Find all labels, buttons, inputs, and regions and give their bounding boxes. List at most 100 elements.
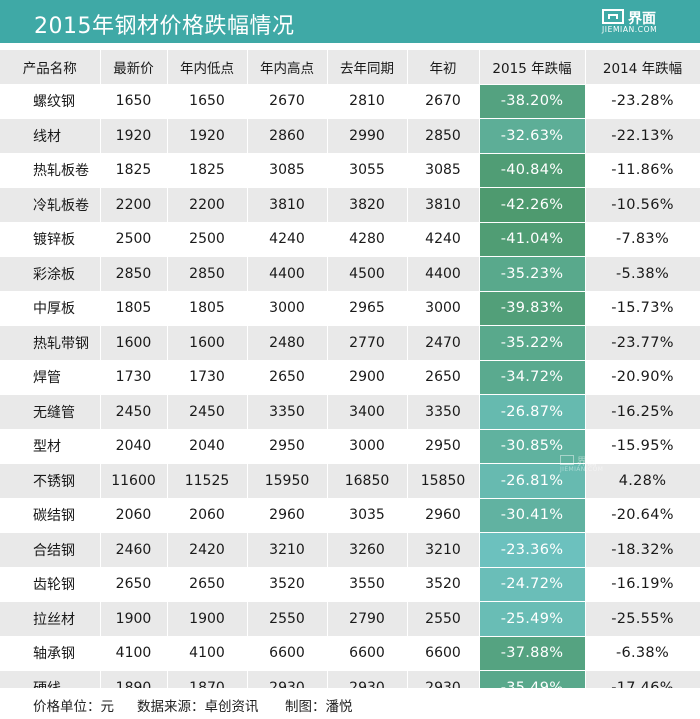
cell-year-start: 15850 [407,463,480,499]
cell-name: 无缝管 [0,394,101,430]
table-row: 无缝管 2450 2450 3350 3400 3350 -26.87% -16.25% [0,394,700,430]
cell-drop-2015: -37.88% [479,636,586,671]
cell-last-year: 2990 [327,118,408,154]
cell-year-start: 4240 [407,222,480,257]
cell-latest: 2040 [100,429,168,464]
cell-high: 2960 [247,498,328,533]
cell-year-start: 2670 [407,84,480,119]
cell-name: 齿轮钢 [0,567,101,602]
table-row: 轴承钢 4100 4100 6600 6600 6600 -37.88% -6.38% [0,636,700,671]
table-row: 拉丝材 1900 1900 2550 2790 2550 -25.49% -25.55% [0,601,700,637]
cell-last-year: 4500 [327,256,408,292]
cell-drop-2015: -26.87% [479,394,586,430]
cell-drop-2015: -41.04% [479,222,586,257]
cell-drop-2015: -32.63% [479,118,586,154]
cell-high: 6600 [247,636,328,671]
cell-low: 2850 [167,256,248,292]
cell-drop-2014: -18.32% [585,532,700,568]
cell-drop-2015: -35.23% [479,256,586,292]
cell-last-year: 3035 [327,498,408,533]
table-row: 镀锌板 2500 2500 4240 4280 4240 -41.04% -7.83% [0,222,700,257]
cell-last-year: 2900 [327,360,408,395]
table-header-row: 产品名称 最新价 年内低点 年内高点 去年同期 年初 2015 年跌幅 2014 年跌幅 [0,50,700,85]
cell-drop-2015: -25.49% [479,601,586,637]
cell-low: 1900 [167,601,248,637]
cell-latest: 1730 [100,360,168,395]
cell-year-start: 2950 [407,429,480,464]
cell-low: 2450 [167,394,248,430]
cell-latest: 1825 [100,153,168,188]
cell-last-year: 2810 [327,84,408,119]
column-header: 产品名称 [0,50,101,85]
cell-year-start: 2650 [407,360,480,395]
cell-drop-2014: -20.64% [585,498,700,533]
cell-year-start: 3810 [407,187,480,223]
table-row: 热轧带钢 1600 1600 2480 2770 2470 -35.22% -23.77% [0,325,700,361]
cell-drop-2014: -15.73% [585,291,700,326]
cell-name: 镀锌板 [0,222,101,257]
cell-drop-2014: 4.28% [585,463,700,499]
cell-year-start: 3210 [407,532,480,568]
cell-high: 2480 [247,325,328,361]
table-row: 热轧板卷 1825 1825 3085 3055 3085 -40.84% -11.86% [0,153,700,188]
cell-drop-2014: -5.38% [585,256,700,292]
cell-high: 4400 [247,256,328,292]
table-row: 螺纹钢 1650 1650 2670 2810 2670 -38.20% -23.28% [0,84,700,119]
column-header: 2015 年跌幅 [479,50,586,85]
cell-drop-2014: -16.25% [585,394,700,430]
cell-name: 中厚板 [0,291,101,326]
cell-low: 2200 [167,187,248,223]
cell-year-start: 6600 [407,636,480,671]
footer-author: 制图：潘悦 [285,699,353,715]
cell-drop-2015: -34.72% [479,360,586,395]
column-header: 年初 [407,50,480,85]
cell-name: 线材 [0,118,101,154]
table-row: 焊管 1730 1730 2650 2900 2650 -34.72% -20.90% [0,360,700,395]
logo-text: 界面 [628,11,656,27]
cell-latest: 2850 [100,256,168,292]
cell-drop-2014: -25.55% [585,601,700,637]
cell-low: 1650 [167,84,248,119]
cell-low: 2060 [167,498,248,533]
jiemian-logo: 界面 JIEMIAN.COM [602,9,662,35]
cell-name: 螺纹钢 [0,84,101,119]
cell-drop-2015: -30.41% [479,498,586,533]
footer-unit: 价格单位：元 [33,699,114,715]
table-row: 中厚板 1805 1805 3000 2965 3000 -39.83% -15.73% [0,291,700,326]
footer-source: 数据来源：卓创资讯 [137,699,259,715]
cell-drop-2014: -15.95% [585,429,700,464]
steel-price-table: 产品名称 最新价 年内低点 年内高点 去年同期 年初 2015 年跌幅 2014 年跌幅 螺纹… [0,50,700,706]
cell-high: 4240 [247,222,328,257]
cell-latest: 1900 [100,601,168,637]
cell-year-start: 4400 [407,256,480,292]
column-header: 最新价 [100,50,168,85]
cell-low: 1825 [167,153,248,188]
cell-last-year: 2790 [327,601,408,637]
cell-drop-2015: -40.84% [479,153,586,188]
logo-mark-icon [602,9,624,24]
cell-latest: 2200 [100,187,168,223]
cell-name: 拉丝材 [0,601,101,637]
cell-low: 11525 [167,463,248,499]
cell-low: 1805 [167,291,248,326]
cell-drop-2015: -23.36% [479,532,586,568]
cell-last-year: 3400 [327,394,408,430]
cell-latest: 1600 [100,325,168,361]
cell-name: 焊管 [0,360,101,395]
table-row: 合结钢 2460 2420 3210 3260 3210 -23.36% -18.32% [0,532,700,568]
column-header: 去年同期 [327,50,408,85]
cell-latest: 2500 [100,222,168,257]
column-header: 2014 年跌幅 [585,50,700,85]
cell-name: 轴承钢 [0,636,101,671]
logo-domain: JIEMIAN.COM [602,25,658,34]
column-header: 年内低点 [167,50,248,85]
cell-drop-2014: -23.77% [585,325,700,361]
cell-high: 3810 [247,187,328,223]
cell-drop-2015: -24.72% [479,567,586,602]
cell-year-start: 2850 [407,118,480,154]
cell-last-year: 16850 [327,463,408,499]
page-title: 2015年钢材价格跌幅情况 [34,14,295,39]
table-body: 螺纹钢 1650 1650 2670 2810 2670 -38.20% -23.28% 线材 1… [0,84,700,706]
cell-name: 碳结钢 [0,498,101,533]
cell-drop-2015: -42.26% [479,187,586,223]
